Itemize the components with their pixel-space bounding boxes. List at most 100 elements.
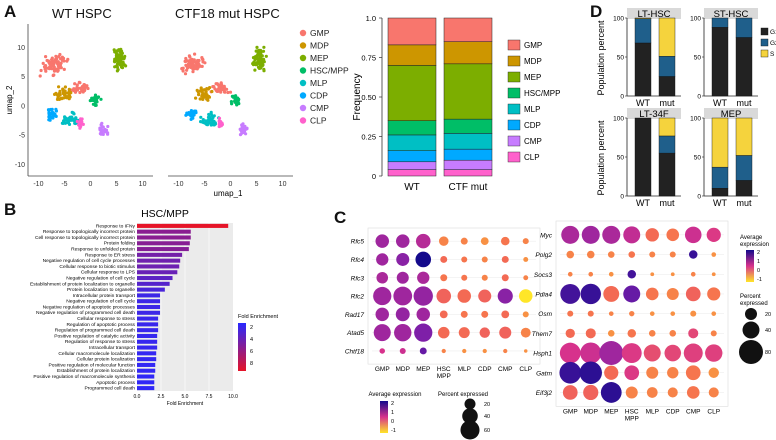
cc-1-bar-segment xyxy=(711,17,729,28)
umap-point xyxy=(78,90,82,95)
dot2-dot xyxy=(685,286,701,302)
dot2-dot xyxy=(669,330,677,337)
umap-point xyxy=(81,122,85,126)
umap-point xyxy=(189,117,193,121)
dot2-dot xyxy=(683,343,703,363)
umap-point xyxy=(251,63,256,67)
umap-point xyxy=(122,63,126,67)
umap-point xyxy=(51,73,55,78)
dot2-size-legend-title-1: Percent xyxy=(740,294,761,300)
cc-1-y-tick: 0 xyxy=(697,94,701,101)
dot1-dot xyxy=(523,275,529,281)
dot2-dot xyxy=(560,284,581,304)
go-bar xyxy=(137,322,159,327)
cc-2-bar-segment xyxy=(658,117,676,137)
umap-point xyxy=(185,64,189,68)
umap-point xyxy=(244,132,248,136)
umap-point xyxy=(199,86,203,90)
dot2-cell-label: CLP xyxy=(707,408,720,415)
umap-point xyxy=(65,118,69,122)
umap-point xyxy=(193,52,197,56)
cc-0-x-tick: WT xyxy=(636,98,650,108)
umap-title-mut: CTF18 mut HSPC xyxy=(175,6,280,21)
go-term-label: Negative regulation of programmed cell d… xyxy=(36,310,135,316)
dot2-dot xyxy=(608,271,614,277)
umap-point xyxy=(208,86,212,90)
umap-point xyxy=(93,93,98,97)
cc-y-label-bottom: Population percent xyxy=(596,120,606,196)
dot1-dot xyxy=(415,251,432,268)
dot2-color-tick: 2 xyxy=(757,250,760,256)
go-term-label: Intracellular protein transport xyxy=(73,293,136,299)
dot2-dot xyxy=(690,271,696,277)
umap-point xyxy=(122,56,126,60)
dot2-dot xyxy=(706,227,721,242)
go-bar xyxy=(137,229,191,234)
cc-2-y-tick: 100 xyxy=(613,116,624,123)
freq-legend-swatch xyxy=(507,87,521,99)
dot2-dot xyxy=(583,384,599,401)
go-term-label: Cell response to topologically incorrect… xyxy=(35,235,135,241)
go-bar xyxy=(137,258,181,263)
freq-y-tick: 0 xyxy=(372,172,376,181)
dot1-dot xyxy=(499,326,512,339)
dot1-dot xyxy=(373,324,391,342)
dot1-dot xyxy=(415,233,431,249)
dot1-dot xyxy=(396,252,410,266)
dot1-dot xyxy=(393,286,413,306)
dot2-size-tick: 40 xyxy=(765,328,771,334)
umap-point xyxy=(63,85,67,89)
umap-point xyxy=(75,83,79,87)
dot2-dot xyxy=(685,365,701,381)
umap-x-tick: 0 xyxy=(229,181,233,188)
umap-point xyxy=(63,115,67,119)
go-term-label: Response to IFNγ xyxy=(96,223,136,229)
dot1-size-swatch xyxy=(464,398,476,410)
umap-point xyxy=(115,52,119,56)
cc-0-y-tick: 50 xyxy=(617,55,625,62)
umap-point xyxy=(95,96,99,100)
umap-point xyxy=(56,69,60,73)
dot1-color-tick: 0 xyxy=(391,419,394,425)
umap-point xyxy=(71,111,75,115)
cc-3-title: MEP xyxy=(721,109,742,120)
umap-point xyxy=(197,63,201,67)
dot1-gene-label: Atad5 xyxy=(346,330,364,337)
umap-legend-label: GMP xyxy=(310,28,330,38)
umap-point xyxy=(53,68,57,72)
umap-legend-swatch xyxy=(299,29,307,37)
dot2-dot xyxy=(686,386,700,399)
umap-point xyxy=(55,93,60,97)
dot2-gene-label: Pdia4 xyxy=(535,291,552,298)
umap-x-tick: 10 xyxy=(139,181,147,188)
umap-point xyxy=(199,120,203,124)
umap-point xyxy=(210,117,214,121)
dot2-cell-label: MEP xyxy=(604,408,618,415)
dot2-dot xyxy=(559,361,582,384)
freq-legend-swatch xyxy=(507,71,521,83)
umap-legend-swatch xyxy=(299,117,307,124)
umap-title-wt: WT HSPC xyxy=(52,6,112,21)
dot1-dot xyxy=(414,323,433,342)
umap-point xyxy=(225,87,229,91)
go-term-label: Cellular response to LPS xyxy=(81,270,136,276)
umap-point xyxy=(188,59,192,63)
dot2-dot xyxy=(643,344,661,362)
umap-point xyxy=(207,112,211,117)
umap-point xyxy=(77,80,81,84)
umap-point xyxy=(63,91,67,95)
go-bar xyxy=(137,252,183,257)
go-bar xyxy=(137,380,155,385)
dot1-dot xyxy=(396,234,410,248)
umap-point xyxy=(220,84,224,89)
umap-point xyxy=(100,125,104,129)
go-term-label: Regulation of apoptotic process xyxy=(66,322,135,328)
go-bar xyxy=(137,264,180,269)
umap-point xyxy=(194,96,198,100)
umap-point xyxy=(256,51,260,55)
umap-point xyxy=(197,58,201,63)
cc-2-title-strip xyxy=(627,108,681,119)
dot2-dot xyxy=(711,272,716,277)
